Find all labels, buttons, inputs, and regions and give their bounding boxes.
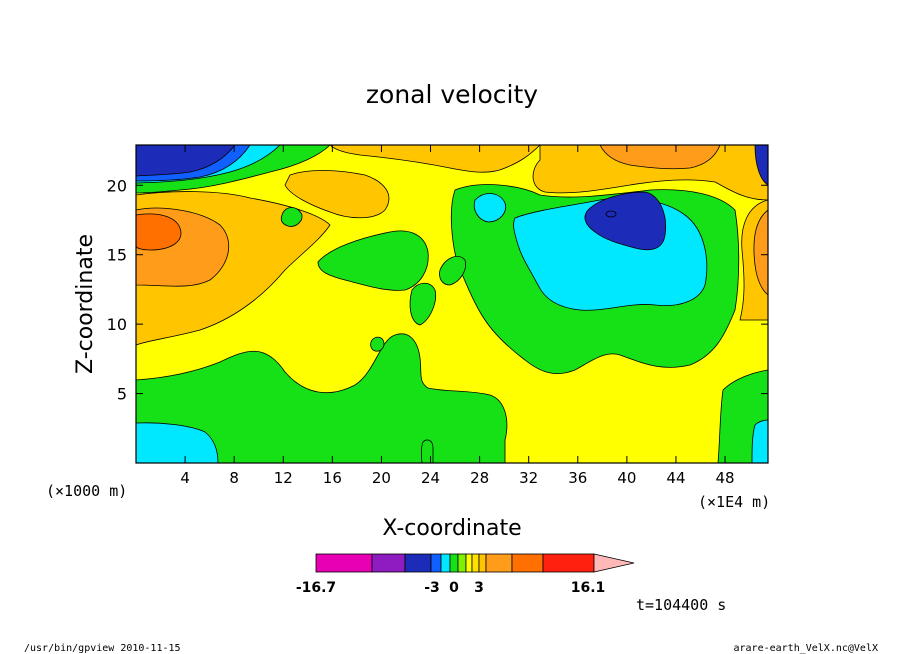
colorbar-segment bbox=[430, 553, 442, 573]
colorbar-tick-label: -3 bbox=[424, 580, 440, 596]
x-tick-label: 48 bbox=[716, 469, 735, 487]
x-tick-label: 16 bbox=[323, 469, 342, 487]
x-tick-label: 28 bbox=[470, 469, 489, 487]
x-tick-label: 4 bbox=[180, 469, 190, 487]
region-top-mid-patch bbox=[284, 170, 390, 219]
plot-frame bbox=[135, 144, 769, 464]
x-tick-label: 36 bbox=[568, 469, 587, 487]
region-peak-orange bbox=[136, 213, 182, 251]
footer-right: arare-earth_VelX.nc@VelX bbox=[734, 643, 879, 654]
y-axis-label: Z-coordinate bbox=[73, 234, 98, 374]
region-green-blob-bottom bbox=[370, 336, 385, 352]
colorbar-segment bbox=[485, 553, 513, 573]
x-axis-ticks: 4 8 12 16 20 24 28 32 36 40 44 48 bbox=[180, 145, 735, 487]
colorbar-tick-label: -16.7 bbox=[296, 580, 336, 596]
region-top-right-darkorange bbox=[599, 145, 721, 170]
region-lower-green bbox=[136, 333, 508, 463]
colorbar-extend-triangle bbox=[593, 553, 635, 573]
colorbar bbox=[315, 553, 635, 573]
time-label: t=104400 s bbox=[636, 596, 726, 614]
colorbar-segment bbox=[511, 553, 544, 573]
region-small-green-2 bbox=[409, 282, 437, 326]
colorbar-segment bbox=[478, 553, 487, 573]
colorbar-tick-labels: -16.7 -3 0 3 16.1 bbox=[296, 580, 605, 596]
y-tick-label: 20 bbox=[107, 176, 127, 195]
x-tick-label: 8 bbox=[229, 469, 239, 487]
region-lower-cyan bbox=[136, 422, 219, 463]
y-tick-label: 5 bbox=[117, 385, 127, 404]
colorbar-segment bbox=[315, 553, 373, 573]
footer-left: /usr/bin/gpview 2010-11-15 bbox=[24, 643, 181, 654]
colorbar-segment bbox=[449, 553, 459, 573]
y-axis-ticks: 5 10 15 20 bbox=[107, 176, 768, 404]
chart-title: zonal velocity bbox=[366, 80, 538, 109]
region-right-darkorange bbox=[753, 209, 768, 296]
region-blue-core bbox=[584, 191, 667, 251]
region-small-green-1 bbox=[280, 207, 303, 227]
x-tick-label: 40 bbox=[617, 469, 636, 487]
colorbar-tick-label: 0 bbox=[449, 580, 459, 596]
region-blue-core-min bbox=[605, 210, 617, 218]
x-tick-label: 44 bbox=[666, 469, 685, 487]
region-mid-green bbox=[317, 230, 429, 291]
region-small-cyan bbox=[473, 193, 507, 223]
y-tick-label: 10 bbox=[107, 315, 127, 334]
colorbar-segment bbox=[542, 553, 595, 573]
region-right-top-blue bbox=[754, 145, 768, 186]
colorbar-segment bbox=[465, 553, 473, 573]
colorbar-segment bbox=[457, 553, 467, 573]
x-tick-label: 32 bbox=[519, 469, 538, 487]
region-small-green-3 bbox=[439, 256, 467, 286]
colorbar-segment bbox=[440, 553, 451, 573]
colorbar-segment bbox=[404, 553, 432, 573]
region-bottom-right-cyan bbox=[751, 419, 768, 463]
x-tick-label: 24 bbox=[421, 469, 440, 487]
y-unit-label: (×1000 m) bbox=[46, 482, 127, 500]
colorbar-tick-label: 3 bbox=[474, 580, 484, 596]
x-axis-label: X-coordinate bbox=[382, 516, 521, 541]
contour-plot-area bbox=[136, 145, 768, 463]
region-top-mid-orange bbox=[329, 145, 541, 173]
colorbar-segment bbox=[371, 553, 406, 573]
region-top-navy bbox=[136, 145, 236, 177]
y-tick-label: 15 bbox=[107, 246, 127, 265]
x-tick-label: 20 bbox=[372, 469, 391, 487]
colorbar-tick-label: 16.1 bbox=[571, 580, 606, 596]
colorbar-segment bbox=[471, 553, 480, 573]
region-bottom-green-small bbox=[420, 439, 434, 463]
x-unit-label: (×1E4 m) bbox=[698, 493, 770, 511]
x-tick-label: 12 bbox=[274, 469, 293, 487]
